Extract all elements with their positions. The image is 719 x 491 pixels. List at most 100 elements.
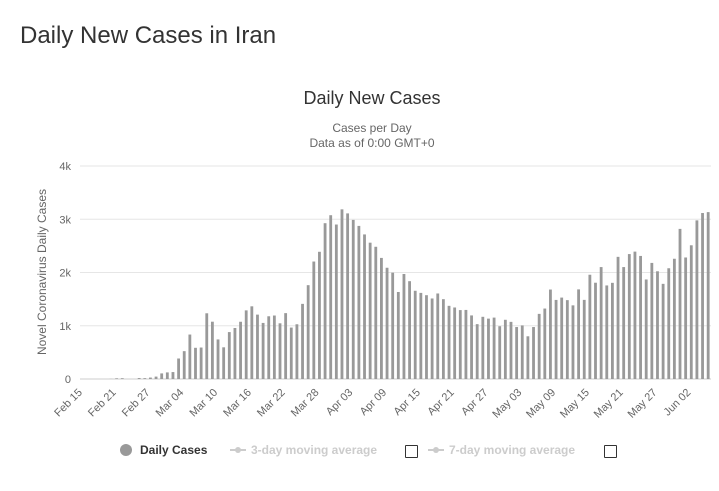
bar	[588, 274, 592, 379]
bar	[137, 378, 141, 379]
bar	[509, 321, 513, 379]
x-tick-label: Mar 22	[255, 387, 288, 420]
bar	[222, 347, 226, 379]
bar	[627, 254, 631, 379]
x-tick-label: Mar 28	[289, 387, 322, 420]
bar	[233, 327, 237, 379]
bar	[120, 378, 124, 379]
bar	[385, 267, 389, 379]
bar	[171, 372, 175, 379]
y-tick-label: 4k	[59, 161, 71, 173]
bar	[560, 297, 564, 379]
bar	[599, 267, 603, 379]
bar	[374, 246, 378, 379]
y-axis-ticks: 0 1k 2k 3k 4k	[59, 161, 71, 386]
x-tick-label: May 15	[558, 387, 592, 421]
bar	[695, 220, 699, 379]
y-tick-label: 0	[65, 374, 71, 386]
bar	[582, 299, 586, 379]
bar	[543, 308, 547, 379]
legend-label: 7-day moving average	[449, 443, 576, 457]
bar	[684, 257, 688, 379]
bar	[526, 336, 530, 379]
bars	[109, 209, 710, 379]
bar	[267, 316, 271, 379]
bar	[312, 261, 316, 379]
bar	[554, 299, 558, 379]
bar	[650, 262, 654, 379]
bar	[605, 285, 609, 379]
bar	[272, 315, 276, 379]
7-day-average-checkbox[interactable]	[604, 445, 617, 458]
legend-dot-icon	[120, 444, 132, 456]
x-tick-label: Apr 03	[324, 387, 355, 418]
legend-label: Daily Cases	[140, 443, 208, 457]
y-tick-label: 2k	[59, 268, 71, 280]
bar	[334, 224, 338, 379]
bar	[475, 324, 479, 379]
bar	[402, 273, 406, 379]
bar	[515, 327, 519, 379]
legend-item-7-day-average[interactable]: 7-day moving average	[428, 440, 575, 460]
bar	[408, 281, 411, 379]
bar	[639, 255, 642, 379]
bar	[295, 324, 299, 379]
bar	[199, 347, 203, 379]
chart-subtitle-line-2: Data as of 0:00 GMT+0	[309, 136, 434, 150]
x-tick-label: Mar 16	[221, 387, 254, 420]
bar	[380, 257, 383, 379]
bar	[464, 309, 468, 379]
bar	[503, 319, 507, 379]
x-tick-label: Mar 10	[187, 387, 220, 420]
bar	[115, 378, 119, 379]
x-tick-label: Apr 21	[425, 387, 456, 418]
bar	[323, 223, 327, 379]
legend-line-icon	[230, 447, 246, 453]
bar	[549, 289, 552, 379]
bar	[318, 251, 321, 379]
x-tick-label: Apr 09	[358, 387, 389, 418]
3-day-average-checkbox[interactable]	[405, 445, 418, 458]
bar	[205, 313, 209, 379]
legend-item-daily-cases[interactable]: Daily Cases	[120, 440, 207, 460]
x-tick-label: May 27	[626, 387, 660, 421]
bar	[425, 295, 428, 379]
bar	[346, 213, 350, 379]
bar	[165, 372, 169, 379]
bar	[492, 317, 496, 379]
bar	[487, 318, 490, 379]
bar	[368, 242, 372, 379]
bar	[391, 272, 395, 379]
bar	[154, 376, 158, 379]
legend-line-icon	[428, 447, 444, 453]
bar	[577, 289, 581, 379]
bar	[470, 315, 473, 379]
bar	[498, 326, 502, 379]
bar	[244, 310, 248, 379]
bar	[289, 327, 293, 379]
bar	[633, 251, 637, 379]
chart-title: Daily New Cases	[303, 88, 440, 108]
bar	[430, 298, 434, 379]
y-tick-label: 1k	[59, 321, 71, 333]
y-tick-label: 3k	[59, 214, 71, 226]
bar	[210, 321, 214, 379]
bar	[216, 339, 220, 379]
bar	[616, 256, 620, 379]
bar	[182, 351, 186, 379]
bar	[419, 292, 423, 379]
x-tick-label: Feb 27	[120, 387, 153, 420]
x-tick-label: May 21	[592, 387, 626, 421]
bar	[447, 305, 451, 379]
legend-item-3-day-average[interactable]: 3-day moving average	[230, 440, 377, 460]
x-tick-label: Mar 04	[154, 387, 187, 420]
bar	[413, 290, 417, 379]
bar	[301, 303, 304, 379]
bar	[177, 358, 181, 379]
bar	[565, 300, 569, 379]
legend-label: 3-day moving average	[251, 443, 378, 457]
x-tick-label: Jun 02	[662, 387, 694, 419]
bar	[453, 307, 457, 379]
bar	[678, 228, 682, 379]
